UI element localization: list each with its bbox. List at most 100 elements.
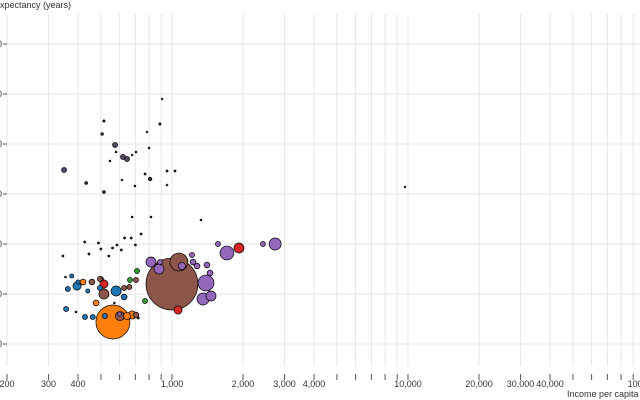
y-axis-title: Life expectancy (years) — [0, 0, 71, 10]
x-tick-label: 300 — [41, 379, 56, 389]
data-point-bubble — [134, 268, 140, 274]
data-point-bubble — [147, 146, 151, 150]
data-point-bubble — [82, 314, 88, 320]
y-tick-label: 40 — [0, 239, 2, 249]
data-point-bubble — [88, 278, 96, 286]
x-tick-label: 1,000 — [161, 379, 184, 389]
data-point-bubble — [89, 314, 96, 320]
data-point-bubble — [165, 183, 169, 187]
data-point-bubble — [63, 306, 69, 312]
grid — [6, 14, 640, 366]
x-tick-label: 20,000 — [465, 379, 493, 389]
data-point-bubble — [102, 313, 108, 319]
data-point-bubble — [64, 286, 71, 292]
data-point-bubble — [206, 269, 214, 277]
data-point-bubble — [99, 247, 103, 251]
data-point-bubble — [133, 184, 137, 188]
data-point-bubble — [160, 97, 164, 101]
data-point-bubble — [113, 301, 116, 305]
data-point-bubble — [123, 236, 126, 240]
data-point-bubble — [123, 312, 131, 320]
data-point-bubble — [100, 132, 104, 136]
data-point-bubble — [108, 159, 112, 163]
data-point-bubble — [134, 243, 137, 247]
x-tick-label: 200 — [0, 379, 15, 389]
data-point-bubble — [205, 290, 217, 302]
y-tick-label: 50 — [0, 189, 2, 199]
x-tick-label: 400 — [71, 379, 86, 389]
data-point-bubble — [97, 241, 100, 245]
data-point-bubble — [149, 215, 153, 219]
y-tick-label: 60 — [0, 139, 2, 149]
y-tick-label: 80 — [0, 39, 2, 49]
y-tick-label: 70 — [0, 89, 2, 99]
data-point-bubble — [117, 311, 123, 317]
data-point-bubble — [178, 262, 186, 270]
x-axis-title: Income per capita (dollars) — [567, 389, 640, 399]
data-point-bubble — [120, 293, 128, 301]
data-point-bubble — [64, 275, 67, 279]
data-point-bubble — [95, 304, 131, 340]
data-point-bubble — [129, 236, 133, 240]
data-point-bubble — [136, 316, 140, 320]
data-point-bubble — [133, 277, 139, 283]
data-point-bubble — [158, 122, 162, 126]
data-point-bubble — [173, 169, 177, 173]
data-point-bubble — [61, 254, 65, 258]
data-point-bubble — [97, 285, 103, 291]
data-point-bubble — [130, 215, 134, 219]
data-point-bubble — [119, 248, 123, 252]
data-point-bubble — [145, 256, 157, 268]
data-point-bubble — [87, 252, 91, 256]
data-point-bubble — [130, 153, 134, 157]
data-point-bubble — [139, 232, 143, 236]
data-point-bubble — [203, 261, 211, 269]
data-point-bubble — [127, 277, 133, 283]
data-point-bubble — [83, 240, 87, 244]
data-point-bubble — [173, 305, 183, 315]
y-tick-label: 30 — [0, 289, 2, 299]
x-tick-label: 10,000 — [394, 379, 422, 389]
data-point-bubble — [215, 241, 221, 247]
data-point-bubble — [85, 288, 91, 294]
data-point-bubble — [199, 218, 203, 222]
x-tick-label: 30,000 — [507, 379, 535, 389]
data-point-bubble — [260, 241, 266, 247]
x-tick-label: 3,000 — [273, 379, 296, 389]
data-point-bubble — [107, 254, 111, 258]
data-point-bubble — [115, 243, 119, 247]
data-point-bubble — [189, 252, 195, 258]
data-point-bubble — [98, 288, 110, 300]
bubbles — [61, 97, 407, 340]
x-tick-label: 2,000 — [232, 379, 255, 389]
data-point-bubble — [79, 278, 87, 286]
data-point-bubble — [124, 156, 130, 162]
data-point-bubble — [102, 190, 106, 194]
data-point-bubble — [102, 119, 106, 123]
data-point-bubble — [147, 176, 153, 182]
data-point-bubble — [233, 242, 245, 254]
data-point-bubble — [157, 259, 163, 265]
data-point-bubble — [132, 311, 140, 319]
data-point-bubble — [111, 246, 114, 250]
x-tick-label: 40,000 — [536, 379, 564, 389]
data-point-bubble — [143, 172, 147, 176]
data-point-bubble — [97, 276, 103, 282]
data-point-bubble — [84, 181, 88, 185]
data-point-bubble — [197, 274, 215, 292]
data-point-bubble — [268, 237, 282, 251]
data-point-bubble — [110, 285, 122, 297]
data-point-bubble — [165, 169, 169, 173]
data-point-bubble — [114, 150, 118, 154]
data-point-bubble — [126, 284, 133, 290]
data-point-bubble — [69, 273, 75, 279]
data-point-bubble — [92, 299, 100, 307]
data-point-bubble — [75, 279, 81, 285]
data-point-bubble — [121, 285, 127, 291]
data-point-bubble — [153, 263, 165, 275]
data-point-bubble — [120, 178, 124, 182]
data-point-bubble — [189, 258, 197, 266]
x-tick-label: 100,000 — [628, 379, 640, 389]
data-point-bubble — [145, 130, 149, 134]
